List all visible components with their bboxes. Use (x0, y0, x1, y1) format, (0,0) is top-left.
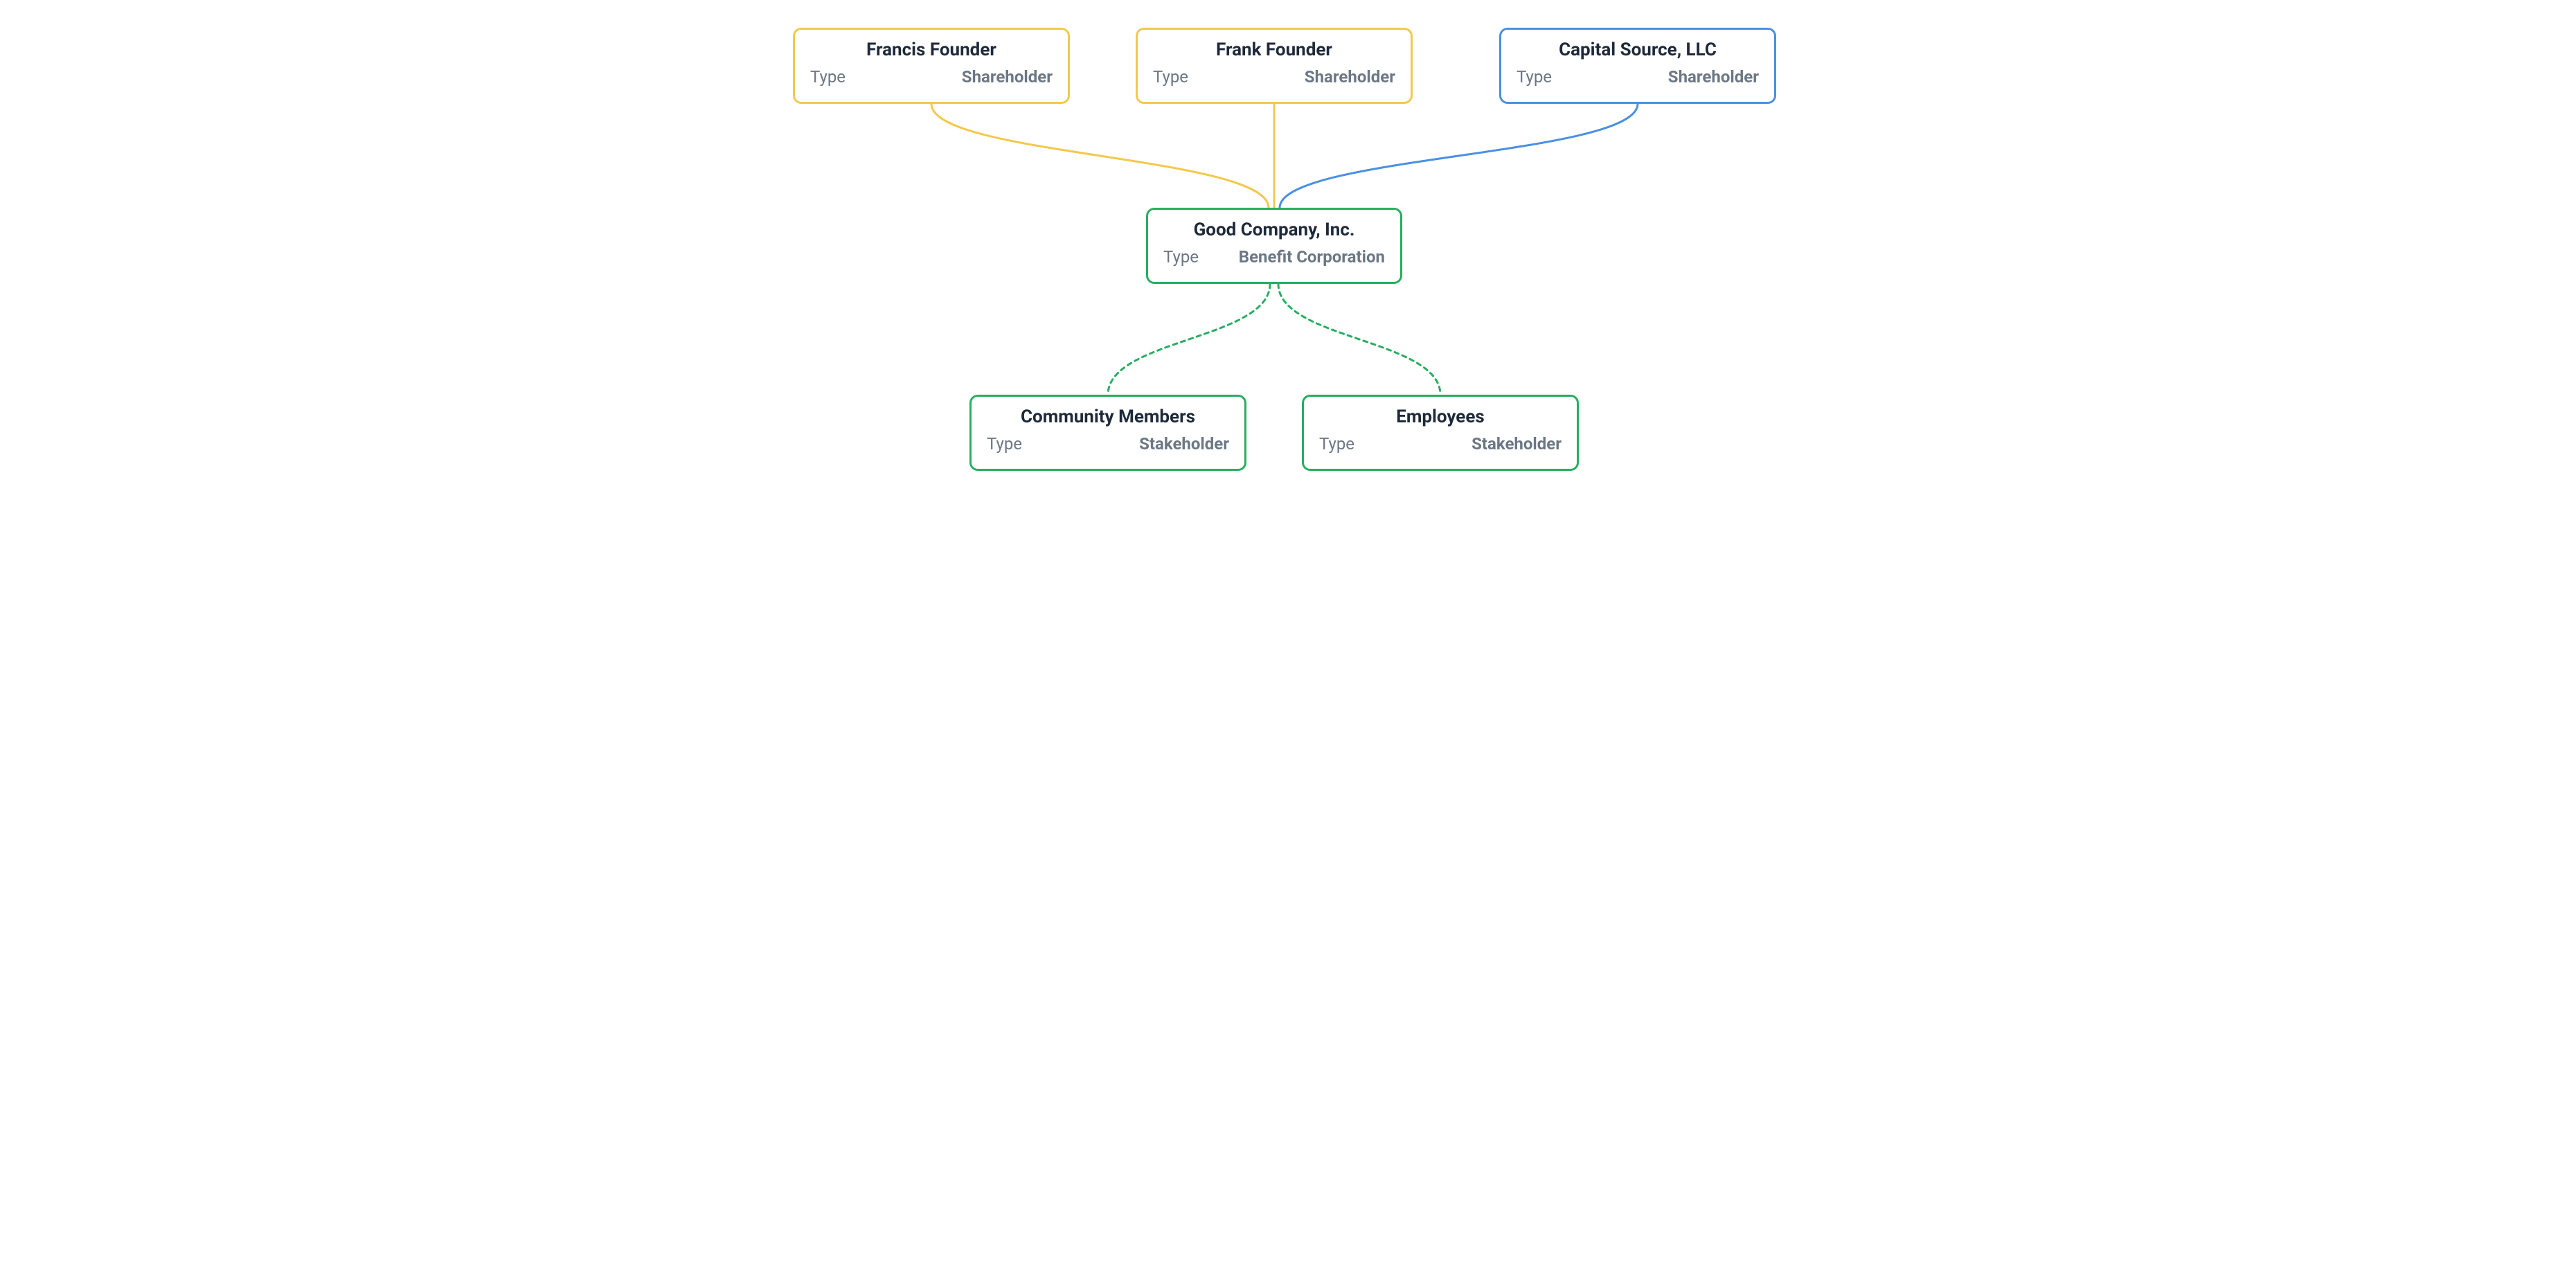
node-title: Frank Founder (1153, 39, 1395, 60)
edge-francis-goodco (931, 104, 1269, 208)
node-type-value: Shareholder (962, 67, 1053, 87)
node-capital: Capital Source, LLC Type Shareholder (1499, 28, 1776, 104)
node-title: Capital Source, LLC (1517, 39, 1759, 60)
node-type-row: Type Stakeholder (1319, 434, 1562, 454)
node-goodco: Good Company, Inc. Type Benefit Corporatio… (1146, 208, 1402, 284)
edge-goodco-employees (1278, 284, 1440, 395)
diagram-canvas: Francis FounderTypeShareholderFrank Foun… (751, 0, 1825, 526)
edge-goodco-community (1108, 284, 1270, 395)
node-title: Francis Founder (810, 39, 1053, 60)
node-type-label: Type (1163, 247, 1199, 267)
node-title: Community Members (987, 406, 1229, 427)
node-employees: Employees Type Stakeholder (1302, 395, 1579, 471)
node-type-row: Type Stakeholder (987, 434, 1229, 454)
node-type-label: Type (1517, 67, 1552, 87)
node-title: Good Company, Inc. (1163, 220, 1385, 240)
node-type-row: Type Shareholder (810, 67, 1053, 87)
node-type-row: Type Shareholder (1153, 67, 1395, 87)
node-community: Community Members Type Stakeholder (969, 395, 1246, 471)
node-type-value: Stakeholder (1139, 434, 1229, 454)
node-type-value: Shareholder (1668, 67, 1759, 87)
node-francis: Francis Founder Type Shareholder (793, 28, 1070, 104)
node-title: Employees (1319, 406, 1562, 427)
node-type-label: Type (810, 67, 846, 87)
node-type-value: Benefit Corporation (1239, 247, 1385, 267)
node-type-row: Type Benefit Corporation (1163, 247, 1385, 267)
node-type-value: Stakeholder (1472, 434, 1562, 454)
node-frank: Frank Founder Type Shareholder (1136, 28, 1413, 104)
node-type-label: Type (1153, 67, 1188, 87)
node-type-value: Shareholder (1305, 67, 1395, 87)
node-type-row: Type Shareholder (1517, 67, 1759, 87)
node-type-label: Type (1319, 434, 1354, 454)
node-type-label: Type (987, 434, 1022, 454)
edge-capital-goodco (1280, 104, 1638, 208)
